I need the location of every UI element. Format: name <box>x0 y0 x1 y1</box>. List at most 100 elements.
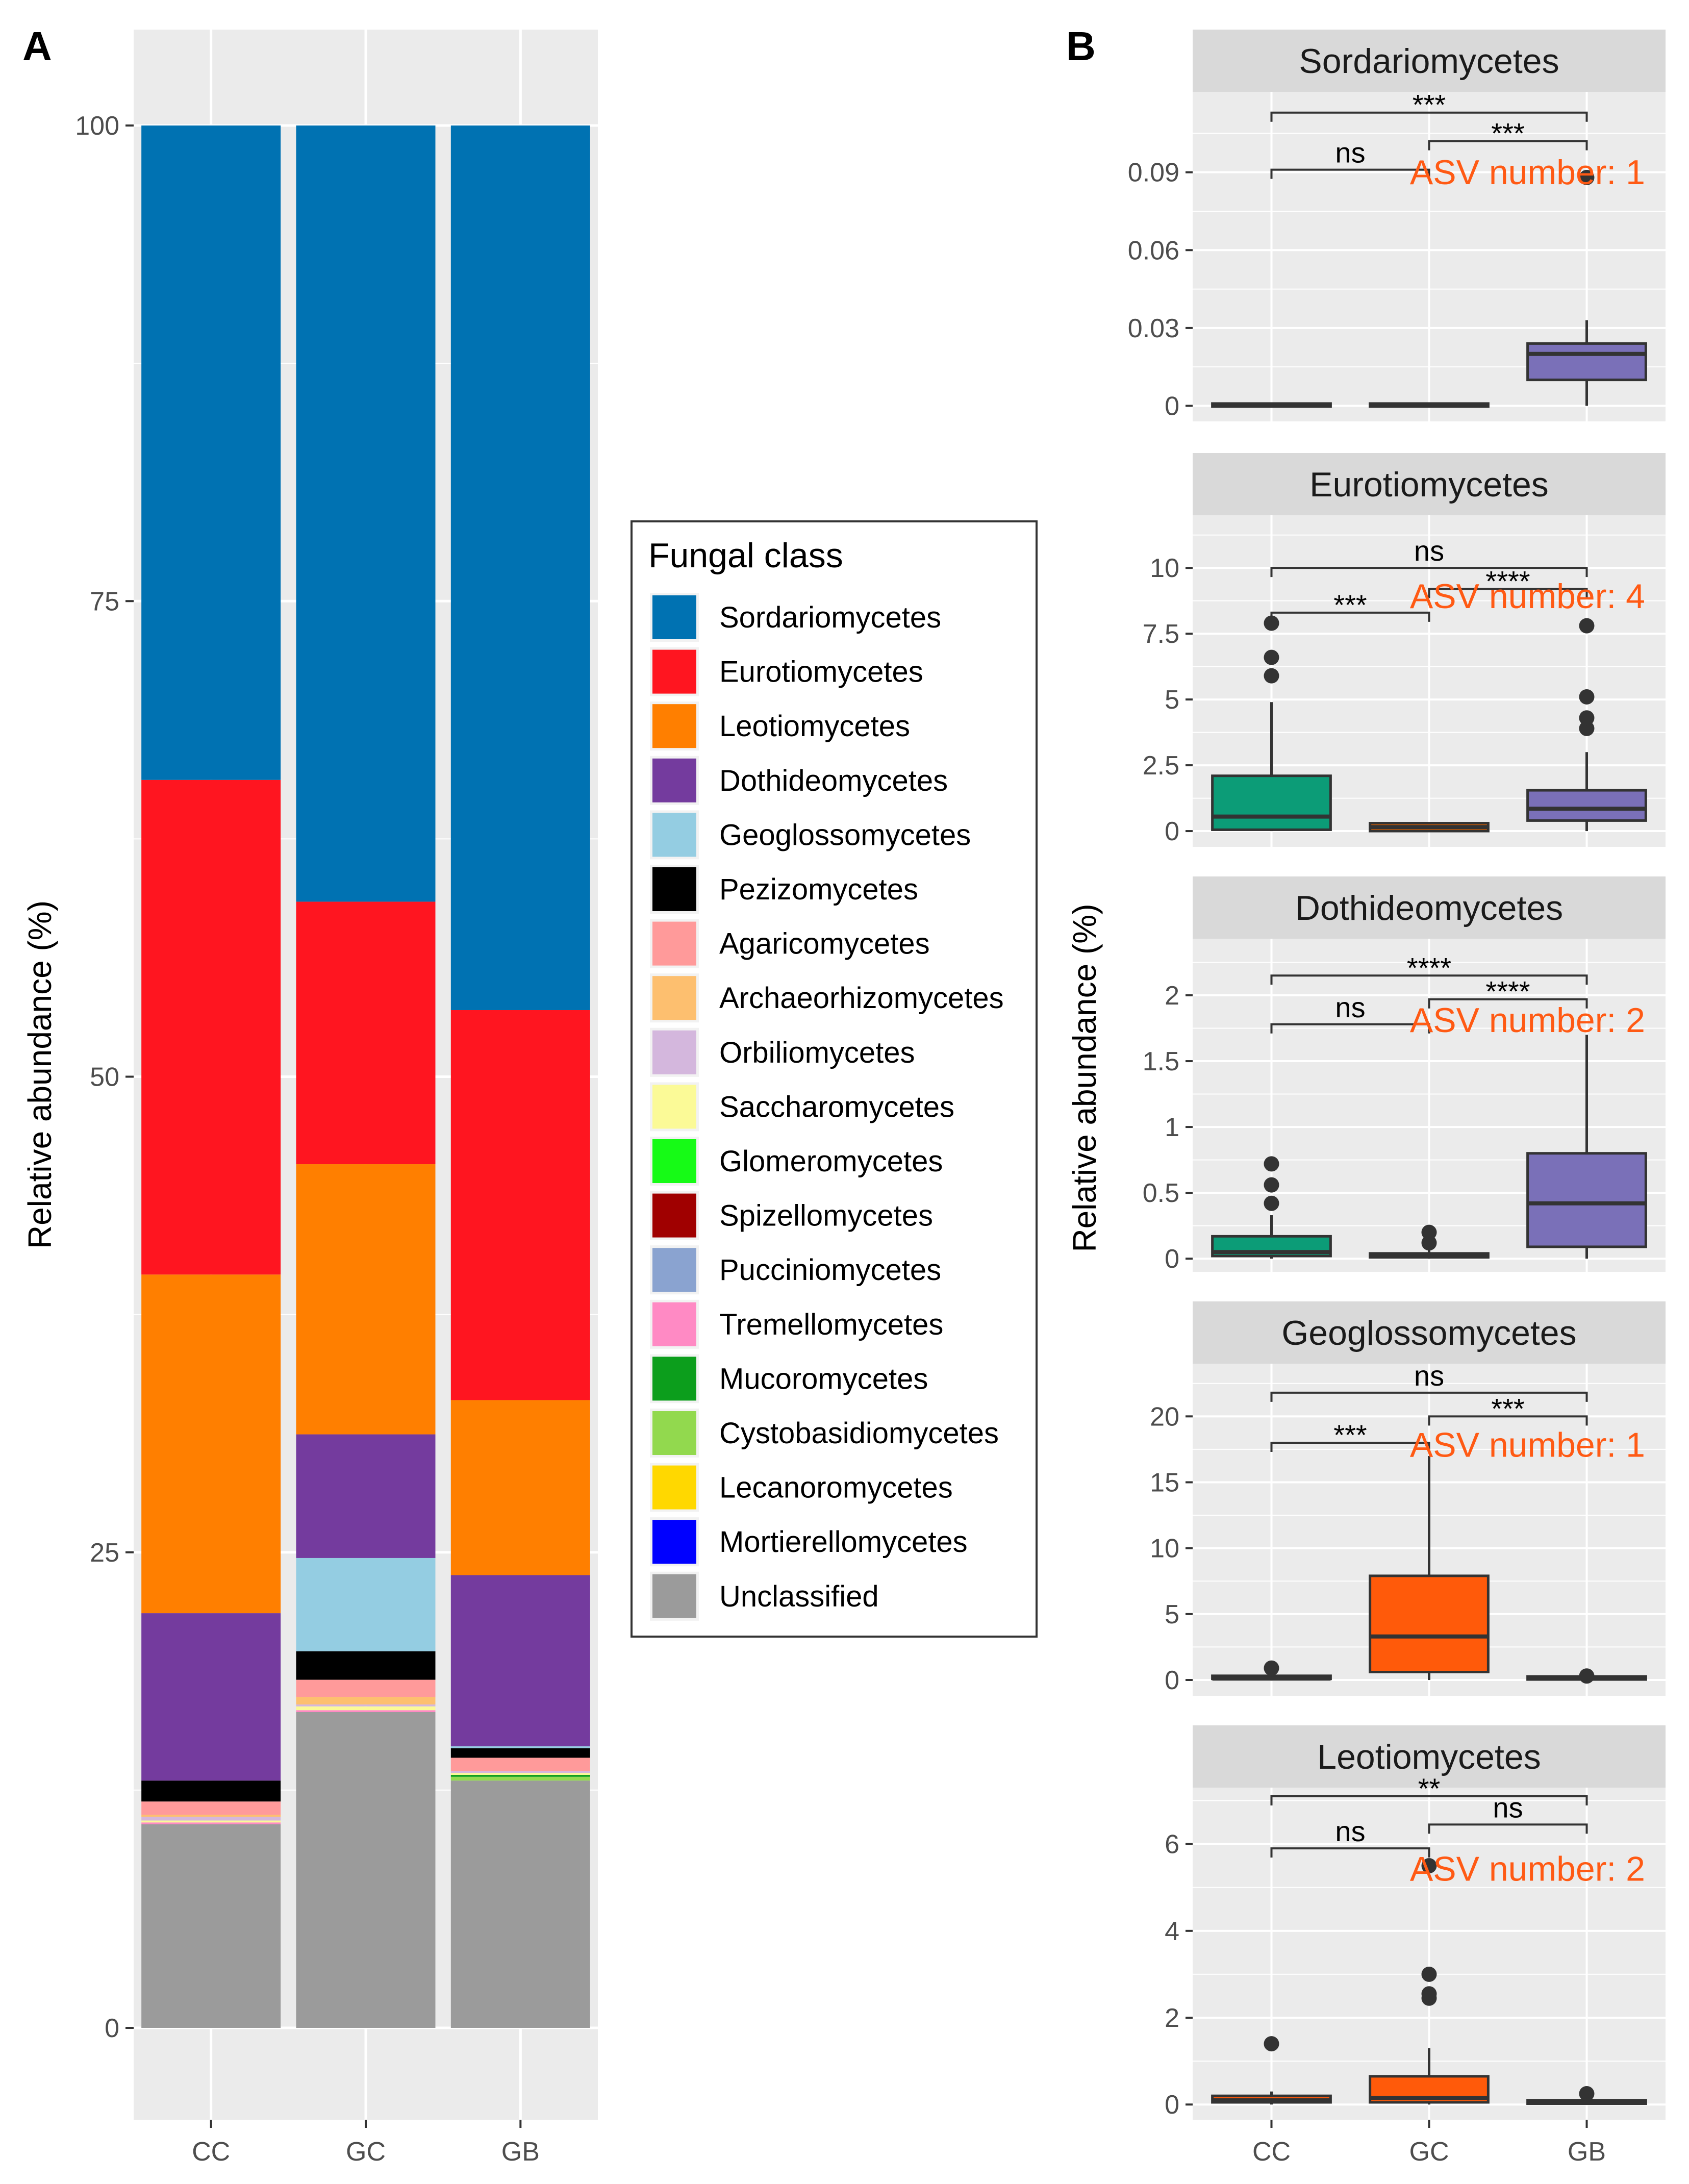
box-sordariomycetes-gc <box>1369 402 1490 408</box>
box-geoglossomycetes-gb <box>1526 1668 1647 1684</box>
facet-y-tick-label: 4 <box>1165 1917 1179 1946</box>
bar-segment-gb-eurotiomycetes <box>450 1010 590 1400</box>
box-outlier-point <box>1421 1224 1437 1240</box>
legend-swatch-glomeromycetes <box>652 1139 696 1183</box>
bar-segment-cc-leotiomycetes <box>141 1274 281 1614</box>
legend-label: Pezizomycetes <box>719 873 918 906</box>
significance-line <box>1428 1415 1588 1426</box>
legend-label: Geoglossomycetes <box>719 818 971 851</box>
facet-title: Leotiomycetes <box>1317 1738 1541 1776</box>
legend-items: Sordariomycetes Eurotiomycetes Leotiomycet… <box>650 593 1004 1621</box>
facet-y-tick-label: 15 <box>1150 1468 1179 1498</box>
box-body <box>1526 342 1647 382</box>
facet-y-tick-label: 1 <box>1165 1113 1179 1142</box>
facet-y-tick-label: 2.5 <box>1143 751 1179 781</box>
box-dothideomycetes-cc <box>1211 1156 1332 1259</box>
significance-label: ns <box>1335 1815 1365 1847</box>
box-body <box>1211 774 1332 831</box>
facet-y-tick-label: 0.06 <box>1128 236 1179 265</box>
legend-swatch-leotiomycetes <box>652 704 696 748</box>
significance-bracket: ns <box>1270 991 1430 1034</box>
significance-line <box>1270 1023 1430 1034</box>
facet-strip-geoglossomycetes <box>1193 1301 1666 1364</box>
box-outlier-point <box>1579 689 1595 705</box>
significance-bracket: **** <box>1428 565 1588 598</box>
facet-y-tick-label: 0 <box>1165 817 1179 846</box>
panel-label-a: A <box>22 23 52 69</box>
bar-segment-gc-archaeorhizomycetes <box>296 1697 436 1705</box>
significance-label: *** <box>1413 89 1446 121</box>
facet-title: Sordariomycetes <box>1299 42 1559 81</box>
panel-a-y-tick-label: 0 <box>105 2014 119 2043</box>
significance-label: **** <box>1407 951 1451 984</box>
legend-item-saccharomycetes: Saccharomycetes <box>650 1082 954 1132</box>
box-outlier-point <box>1264 1660 1279 1676</box>
legend-swatch-pucciniomycetes <box>652 1248 696 1292</box>
significance-bracket: *** <box>1428 1392 1588 1426</box>
legend-label: Eurotiomycetes <box>719 656 923 689</box>
facet-y-tick-label: 10 <box>1150 554 1179 583</box>
box-leotiomycetes-cc <box>1211 2036 1332 2105</box>
significance-bracket: *** <box>1428 117 1588 150</box>
legend-item-orbiliomycetes: Orbiliomycetes <box>650 1027 915 1077</box>
box-outlier-point <box>1579 720 1595 736</box>
facet-y-tick-label: 6 <box>1165 1830 1179 1860</box>
legend-swatch-mucoromycetes <box>652 1357 696 1401</box>
panel-b-x-tick-label: GC <box>1409 2137 1449 2167</box>
facet-y-tick-label: 0 <box>1165 2090 1179 2120</box>
facet-y-tick-label: 0.03 <box>1128 314 1179 343</box>
box-outlier-point <box>1264 1195 1279 1211</box>
significance-line <box>1428 998 1588 1009</box>
bar-segment-cc-archaeorhizomycetes <box>141 1815 281 1817</box>
panel-a-y-tick-label: 75 <box>90 587 119 616</box>
facet-y-tick-label: 0 <box>1165 391 1179 421</box>
box-outlier-point <box>1421 1858 1437 1874</box>
bar-segment-gb-geoglossomycetes <box>450 1746 590 1748</box>
legend-label: Spizellomycetes <box>719 1199 933 1233</box>
facet-y-tick-label: 7.5 <box>1143 619 1179 649</box>
significance-line <box>1428 1823 1588 1834</box>
legend-label: Archaeorhizomycetes <box>719 982 1004 1015</box>
legend-swatch-eurotiomycetes <box>652 649 696 694</box>
legend-swatch-dothideomycetes <box>652 758 696 802</box>
bar-segment-gb-sordariomycetes <box>450 125 590 1010</box>
facet-strip-dothideomycetes <box>1193 876 1666 939</box>
facet-y-tick-label: 20 <box>1150 1402 1179 1432</box>
box-outlier-point <box>1264 668 1279 684</box>
panel-a-x-tick-label: CC <box>192 2137 230 2167</box>
significance-bracket: ns <box>1270 1815 1430 1858</box>
bar-segment-cc-sordariomycetes <box>141 125 281 780</box>
legend-item-eurotiomycetes: Eurotiomycetes <box>650 647 923 696</box>
panel-a-x-tick-label: GC <box>346 2137 386 2167</box>
bar-segment-gc-orbiliomycetes <box>296 1704 436 1706</box>
legend-label: Mortierellomycetes <box>719 1525 968 1559</box>
facet-y-tick-label: 0 <box>1165 1244 1179 1274</box>
significance-label: *** <box>1333 1419 1367 1451</box>
facet-title: Eurotiomycetes <box>1309 465 1549 504</box>
legend-title: Fungal class <box>648 536 843 575</box>
bar-stack-gb <box>450 125 590 2028</box>
significance-line <box>1270 111 1588 122</box>
bar-segment-cc-tremellomycetes <box>141 1822 281 1824</box>
bar-segment-gb-pezizomycetes <box>450 1748 590 1758</box>
box-geoglossomycetes-gc <box>1369 1455 1490 1680</box>
legend-item-pezizomycetes: Pezizomycetes <box>650 865 918 914</box>
box-outlier-point <box>1579 618 1595 634</box>
box-dothideomycetes-gc <box>1369 1224 1490 1259</box>
legend-label: Orbiliomycetes <box>719 1036 915 1069</box>
bar-segment-gc-saccharomycetes <box>296 1706 436 1711</box>
legend-label: Cystobasidiomycetes <box>719 1417 999 1450</box>
bar-segment-cc-orbiliomycetes <box>141 1817 281 1821</box>
box-outlier-point <box>1579 1668 1595 1684</box>
panel-b-x-axis: CC GC GB <box>1252 2120 1606 2167</box>
significance-label: ns <box>1335 137 1365 169</box>
significance-line <box>1270 611 1430 622</box>
box-outlier-point <box>1579 169 1595 185</box>
box-geoglossomycetes-cc <box>1211 1660 1332 1681</box>
panel-b-facets: Sordariomycetes00.030.060.09ns******ASV … <box>1128 30 1666 2120</box>
significance-bracket: *** <box>1270 589 1430 622</box>
panel-a-y-axis: 0 25 50 75 100 <box>75 111 134 2043</box>
